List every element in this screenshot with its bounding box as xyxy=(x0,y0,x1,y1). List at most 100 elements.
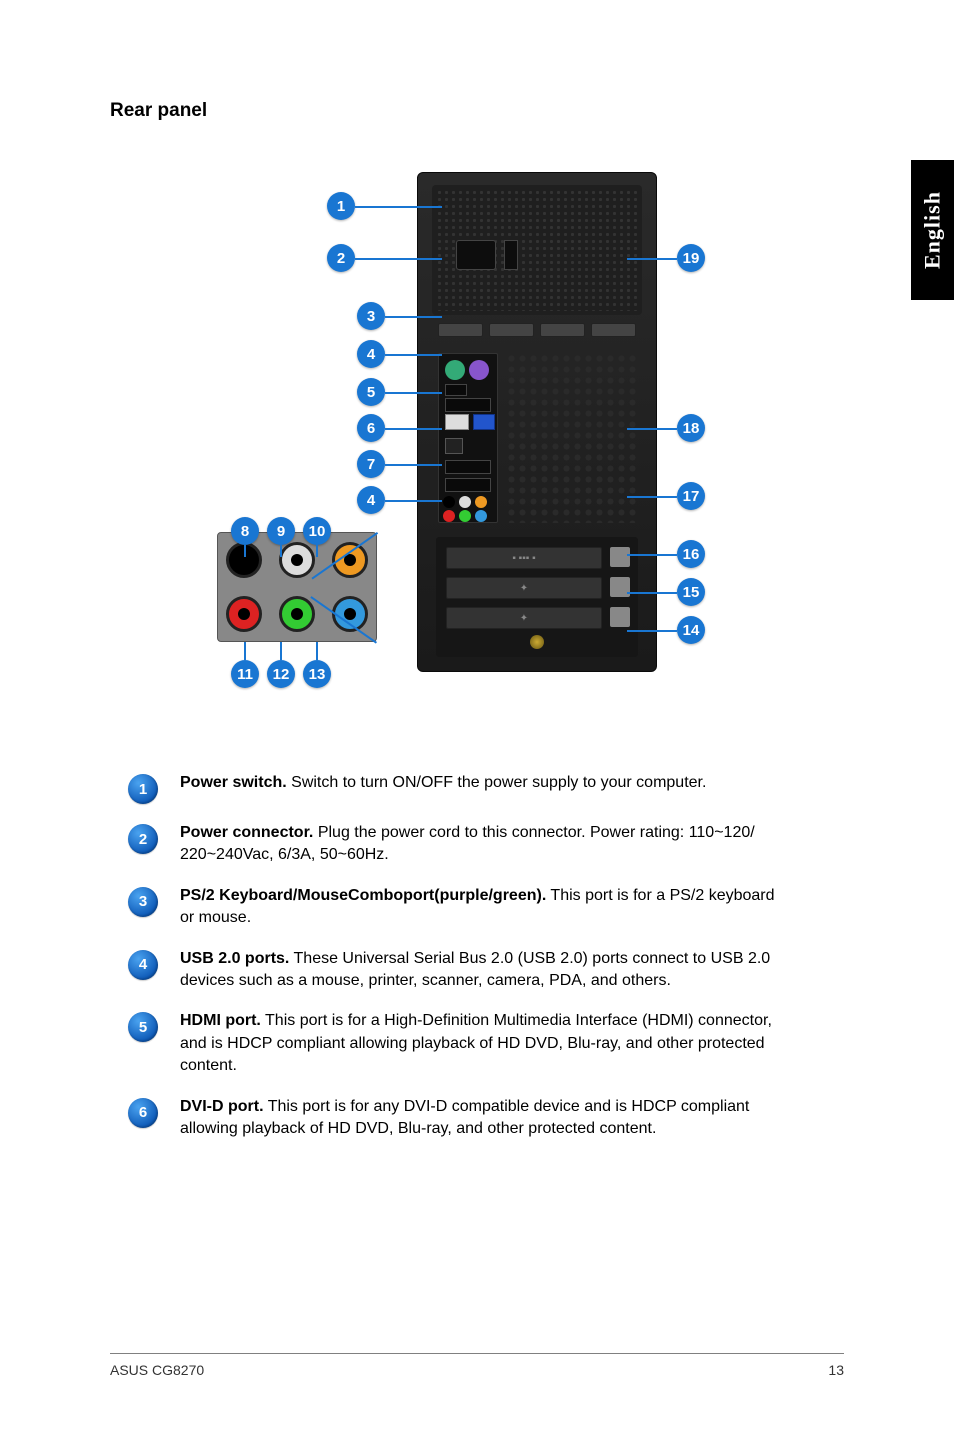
callout-bubble-15: 15 xyxy=(677,578,705,606)
description-text-1: Power switch. Switch to turn ON/OFF the … xyxy=(180,772,706,794)
description-bullet-6: 6 xyxy=(128,1098,158,1128)
description-list: 1 Power switch. Switch to turn ON/OFF the… xyxy=(110,772,844,1140)
callout-vline-13 xyxy=(316,642,318,660)
callout-vline-12 xyxy=(280,642,282,660)
callout-bubble-18: 18 xyxy=(677,414,705,442)
callout-bubble-10: 10 xyxy=(303,517,331,545)
description-title-1: Power switch. xyxy=(180,774,287,791)
description-title-4: USB 2.0 ports. xyxy=(180,950,289,967)
callout-vline-11 xyxy=(244,642,246,660)
callout-bubble-13: 13 xyxy=(303,660,331,688)
computer-tower-illustration: ▪ ▪▪▪ ▪ ✦ ✦ xyxy=(417,172,657,672)
case-screw xyxy=(530,635,544,649)
footer-page-number: 13 xyxy=(828,1362,844,1378)
usb-ports-3 xyxy=(445,478,491,492)
expansion-tab-1 xyxy=(610,547,630,567)
description-bullet-5: 5 xyxy=(128,1012,158,1042)
callout-line-19 xyxy=(627,258,677,260)
footer-model: ASUS CG8270 xyxy=(110,1362,204,1378)
callout-bubble-14: 14 xyxy=(677,616,705,644)
callout-line-18 xyxy=(627,428,677,430)
callout-vline-8 xyxy=(244,545,246,557)
callout-bubble-16: 16 xyxy=(677,540,705,568)
audio-ports-row1 xyxy=(443,496,487,508)
callout-line-1 xyxy=(355,206,442,208)
description-bullet-1: 1 xyxy=(128,774,158,804)
description-text-3: PS/2 Keyboard/MouseComboport(purple/gree… xyxy=(180,885,780,930)
vga-port xyxy=(473,414,495,430)
io-panel xyxy=(438,353,498,523)
dvi-port xyxy=(445,414,469,430)
ps2-port-green xyxy=(445,360,465,380)
description-body-1: Switch to turn ON/OFF the power supply t… xyxy=(287,774,707,791)
usb-ports-1 xyxy=(445,398,491,412)
callout-line-4 xyxy=(385,354,442,356)
section-title: Rear panel xyxy=(110,100,844,122)
callout-bubble-11: 11 xyxy=(231,660,259,688)
callout-bubble-6: 6 xyxy=(357,414,385,442)
psu-area xyxy=(432,185,642,315)
callout-bubble-19: 19 xyxy=(677,244,705,272)
callout-bubble-12: 12 xyxy=(267,660,295,688)
callout-bubble-17: 17 xyxy=(677,482,705,510)
callout-vline-10 xyxy=(316,545,318,557)
description-bullet-3: 3 xyxy=(128,887,158,917)
callout-line-2 xyxy=(355,258,442,260)
description-text-2: Power connector. Plug the power cord to … xyxy=(180,822,780,867)
lan-port xyxy=(445,438,463,454)
expansion-card-2: ✦ xyxy=(446,577,602,599)
callout-line-6 xyxy=(385,428,442,430)
audio-ports-row2 xyxy=(443,510,487,522)
audio-jack-9 xyxy=(279,542,315,578)
power-connector-port xyxy=(456,240,496,270)
rear-panel-diagram: ▪ ▪▪▪ ▪ ✦ ✦ 1234567419181716151489101112… xyxy=(147,162,807,722)
description-item-4: 4 USB 2.0 ports. These Universal Serial B… xyxy=(128,948,844,993)
callout-bubble-4: 4 xyxy=(357,340,385,368)
description-body-6: This port is for any DVI-D compatible de… xyxy=(180,1098,749,1137)
description-title-2: Power connector. xyxy=(180,824,313,841)
callout-bubble-9: 9 xyxy=(267,517,295,545)
description-title-6: DVI-D port. xyxy=(180,1098,264,1115)
expansion-card-3: ✦ xyxy=(446,607,602,629)
expansion-tab-2 xyxy=(610,577,630,597)
description-body-5: This port is for a High-Definition Multi… xyxy=(180,1012,772,1074)
callout-line-17 xyxy=(627,496,677,498)
description-text-5: HDMI port. This port is for a High-Defin… xyxy=(180,1010,780,1077)
callout-bubble-3: 3 xyxy=(357,302,385,330)
description-item-1: 1 Power switch. Switch to turn ON/OFF the… xyxy=(128,772,844,804)
callout-line-14 xyxy=(627,630,677,632)
description-text-6: DVI-D port. This port is for any DVI-D c… xyxy=(180,1096,780,1141)
callout-line-4 xyxy=(385,500,442,502)
description-bullet-4: 4 xyxy=(128,950,158,980)
description-item-5: 5 HDMI port. This port is for a High-Defi… xyxy=(128,1010,844,1077)
drive-slots xyxy=(438,323,636,343)
ventilation-hex xyxy=(506,353,638,523)
description-item-2: 2Power connector. Plug the power cord to… xyxy=(128,822,844,867)
hdmi-port xyxy=(445,384,467,396)
callout-bubble-4: 4 xyxy=(357,486,385,514)
description-title-5: HDMI port. xyxy=(180,1012,261,1029)
expansion-card-1: ▪ ▪▪▪ ▪ xyxy=(446,547,602,569)
ps2-port-purple xyxy=(469,360,489,380)
callout-bubble-8: 8 xyxy=(231,517,259,545)
expansion-area: ▪ ▪▪▪ ▪ ✦ ✦ xyxy=(436,537,638,657)
expansion-tab-3 xyxy=(610,607,630,627)
description-text-4: USB 2.0 ports. These Universal Serial Bu… xyxy=(180,948,780,993)
description-item-6: 6 DVI-D port. This port is for any DVI-D … xyxy=(128,1096,844,1141)
callout-line-15 xyxy=(627,592,677,594)
description-item-3: 3 PS/2 Keyboard/MouseComboport(purple/gre… xyxy=(128,885,844,930)
callout-vline-9 xyxy=(280,545,282,557)
callout-bubble-2: 2 xyxy=(327,244,355,272)
callout-line-3 xyxy=(385,316,442,318)
callout-bubble-1: 1 xyxy=(327,192,355,220)
callout-line-5 xyxy=(385,392,442,394)
power-switch-port xyxy=(504,240,518,270)
page-footer: ASUS CG8270 13 xyxy=(110,1353,844,1378)
page-content: Rear panel xyxy=(0,0,954,1140)
callout-bubble-5: 5 xyxy=(357,378,385,406)
description-title-3: PS/2 Keyboard/MouseComboport(purple/gree… xyxy=(180,887,546,904)
audio-jack-12 xyxy=(279,596,315,632)
audio-jack-11 xyxy=(226,596,262,632)
callout-line-16 xyxy=(627,554,677,556)
callout-line-7 xyxy=(385,464,442,466)
